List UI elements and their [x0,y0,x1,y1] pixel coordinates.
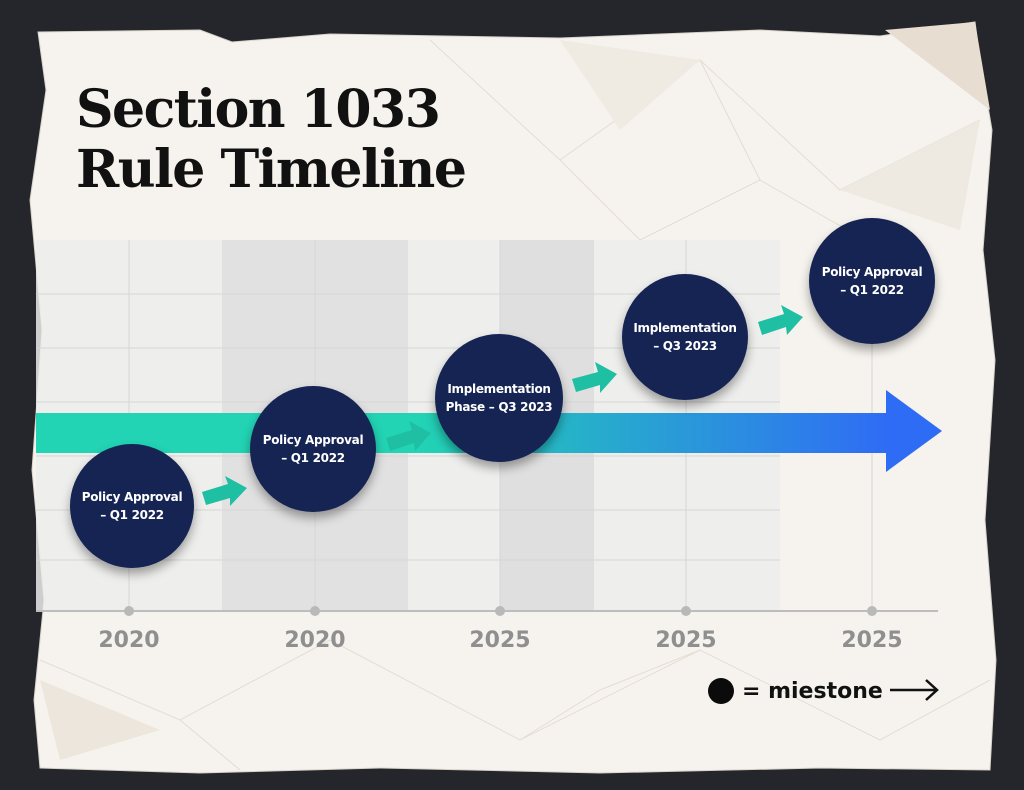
milestone-5-label: Policy Approval – Q1 2022 [821,265,923,297]
milestone-3-label: Implementation Phase – Q3 2023 [445,382,553,414]
milestone-1: Policy Approval – Q1 2022 [70,444,194,568]
year-label-1: 2020 [98,628,160,653]
milestone-4-label: Implementation – Q3 2023 [633,321,737,353]
milestone-dot-icon [708,678,734,704]
milestone-1-label: Policy Approval – Q1 2022 [81,490,183,522]
milestone-5: Policy Approval – Q1 2022 [809,218,935,344]
step-arrow-1 [202,476,247,506]
legend: = miestone [708,676,883,706]
step-arrow-3 [572,362,617,393]
title-line-2: Rule Timeline [76,139,467,200]
step-arrow-2 [386,421,431,451]
legend-text: = miestone [742,678,883,704]
milestone-4: Implementation – Q3 2023 [622,274,748,400]
year-label-2: 2020 [284,628,346,653]
year-label-4: 2025 [655,628,717,653]
step-arrow-4 [758,305,803,335]
title-line-1: Section 1033 [76,79,441,140]
legend-arrow-icon [890,679,939,701]
milestone-3: Implementation Phase – Q3 2023 [435,334,563,462]
page-title: Section 1033 Rule Timeline [76,79,467,200]
year-label-5: 2025 [841,628,903,653]
milestone-2: Policy Approval – Q1 2022 [250,386,376,512]
axis-ticks [124,606,877,616]
year-label-3: 2025 [469,628,531,653]
milestone-2-label: Policy Approval – Q1 2022 [262,433,364,465]
